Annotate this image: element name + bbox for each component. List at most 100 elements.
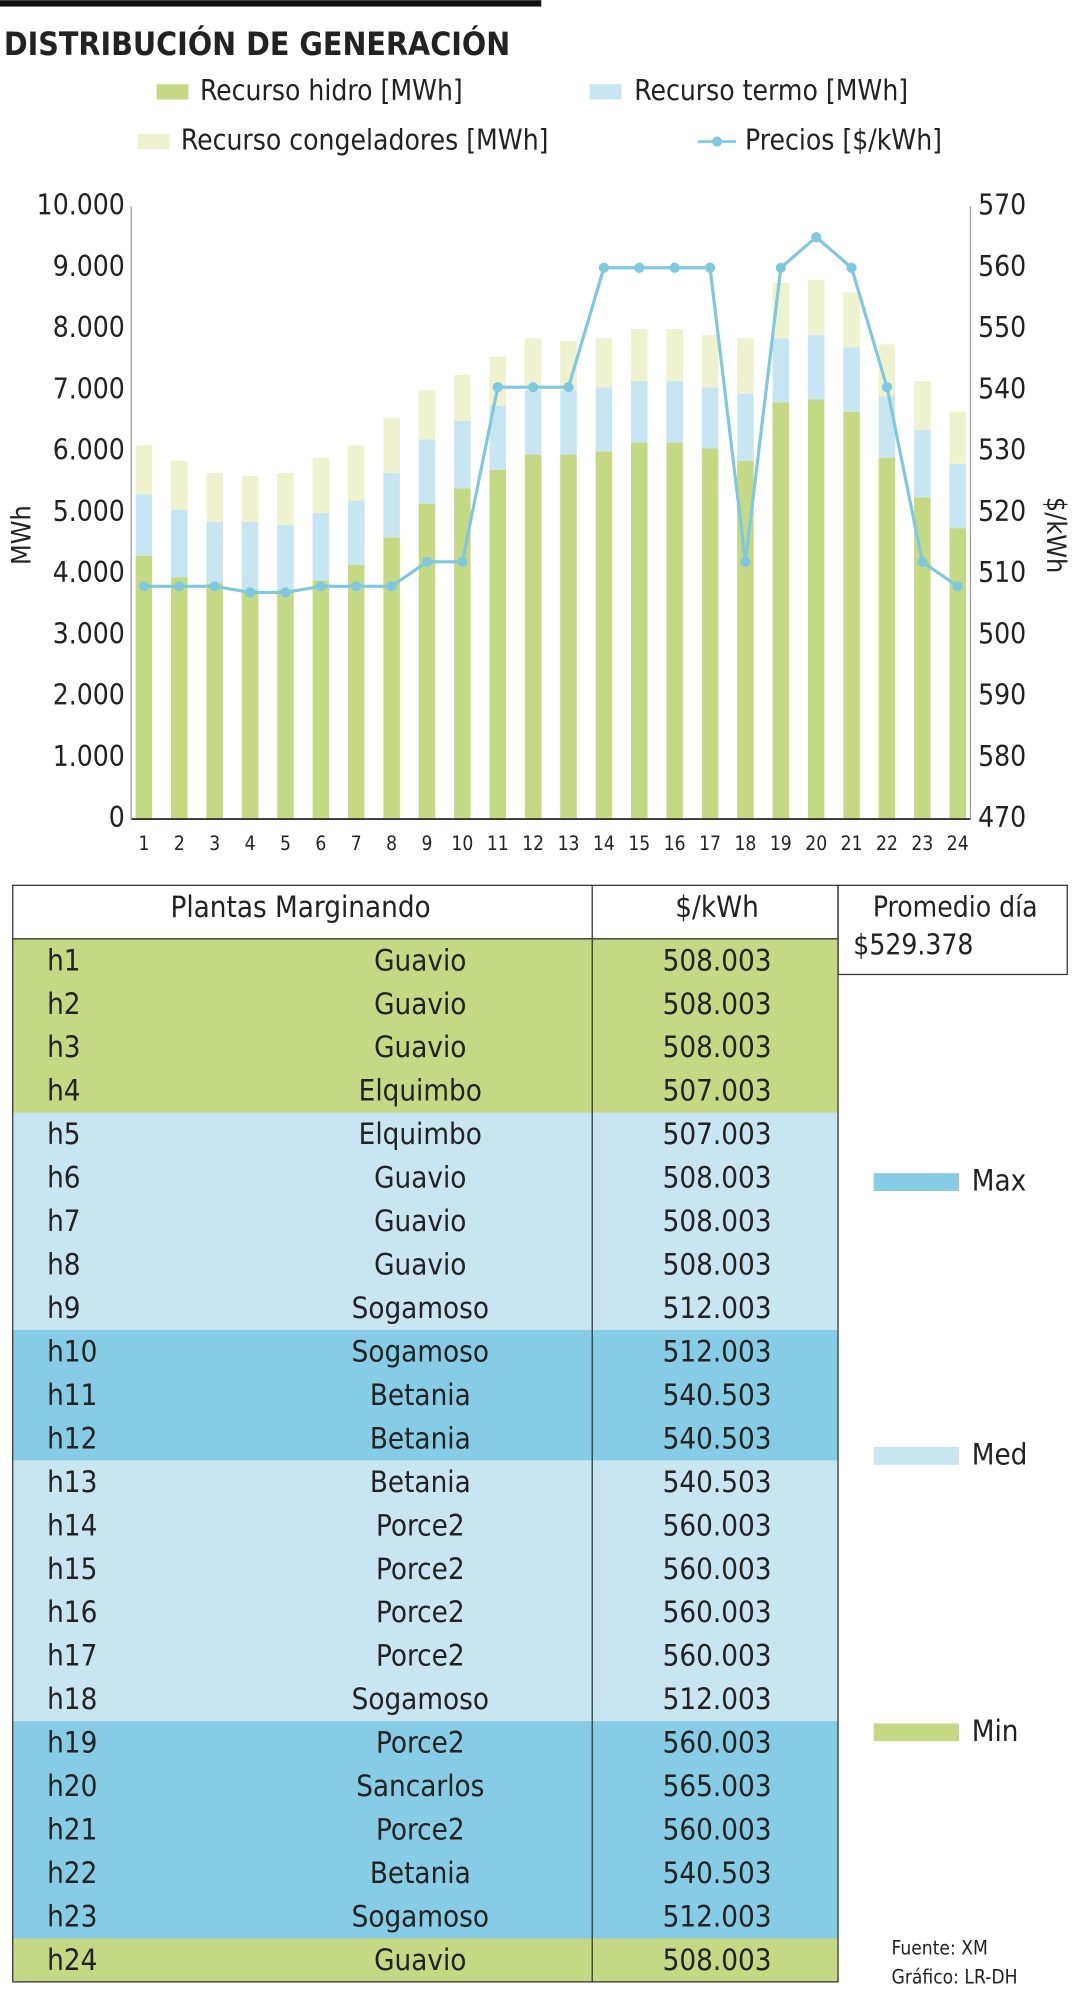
x-tick-label: 3 [209, 832, 220, 855]
plant: Guavio [374, 1204, 466, 1238]
price: 540.503 [663, 1421, 772, 1455]
x-tick-label: 24 [947, 832, 969, 855]
plant: Betania [370, 1856, 471, 1890]
table-row [12, 1460, 839, 1505]
hour: h4 [47, 1074, 80, 1108]
y-axis-label: MWh [6, 505, 37, 565]
hour: h15 [47, 1552, 97, 1586]
price-point [386, 581, 397, 592]
bar-segment [206, 472, 223, 522]
bar-segment [347, 445, 365, 501]
hour: h20 [47, 1769, 97, 1803]
bar-segment [807, 280, 825, 336]
price-point [492, 382, 503, 393]
bar-segment [737, 460, 754, 820]
price: 508.003 [663, 1204, 772, 1238]
price-point [138, 581, 150, 592]
x-tick-label: 20 [805, 832, 827, 855]
plant: Porce2 [376, 1508, 465, 1542]
bar-segment [914, 381, 931, 431]
bar-segment [560, 454, 577, 820]
price-point [952, 581, 963, 592]
plant: Guavio [374, 943, 466, 977]
hour: h18 [47, 1682, 97, 1716]
y-tick-label: 9.000 [53, 250, 125, 283]
bar-segment [701, 387, 719, 449]
plant: Elquimbo [359, 1117, 482, 1151]
price: 560.003 [663, 1508, 772, 1542]
price-point [280, 587, 291, 598]
bar-segment [241, 589, 259, 820]
bar-segment [454, 488, 471, 820]
bar-segment [701, 448, 719, 820]
average-value: $529.378 [853, 928, 973, 961]
top-rule [0, 0, 542, 7]
price-point [846, 262, 857, 273]
price: 512.003 [663, 1291, 772, 1325]
price-point [174, 581, 185, 592]
table-row [12, 938, 839, 983]
bar-segment [489, 356, 507, 406]
y-tick-label: 8.000 [53, 311, 125, 344]
bar-segment [418, 390, 436, 440]
x-tick-label: 23 [911, 832, 933, 855]
bar-segment [631, 329, 648, 382]
bar-segment [595, 387, 613, 452]
price: 540.503 [663, 1856, 772, 1890]
bar-segment [489, 405, 507, 470]
y2-tick-label: 570 [978, 189, 1026, 222]
table-header: Plantas Marginando [170, 890, 430, 924]
bar-segment [135, 555, 153, 820]
bar-segment [347, 564, 365, 820]
bar-segment [241, 521, 259, 590]
price: 508.003 [663, 1161, 772, 1195]
plant: Porce2 [376, 1595, 465, 1629]
table-row [12, 1156, 839, 1201]
table-row [12, 1808, 839, 1853]
price-point [704, 262, 716, 273]
y2-tick-label: 500 [978, 617, 1026, 650]
bar-segment [135, 445, 153, 495]
table-header: $/kWh [675, 890, 759, 924]
legend-label: Recurso congeladores [MWh] [181, 124, 549, 157]
x-tick-label: 22 [876, 832, 898, 855]
table-row [12, 1503, 839, 1548]
bar-segment [489, 469, 507, 820]
bar-segment [737, 393, 754, 461]
hour: h11 [47, 1378, 97, 1412]
y-tick-label: 10.000 [37, 189, 125, 222]
x-tick-label: 2 [174, 832, 185, 855]
bar-segment [524, 338, 542, 391]
x-tick-label: 1 [138, 832, 149, 855]
bar-segment [347, 500, 365, 565]
table-row [12, 1634, 839, 1679]
price-point [881, 382, 893, 393]
price: 560.003 [663, 1552, 772, 1586]
price: 508.003 [663, 943, 772, 977]
price-point [669, 262, 680, 273]
bar-segment [454, 374, 471, 421]
y2-axis-label: $/kWh [1040, 497, 1071, 573]
average-label: Promedio día [873, 890, 1038, 923]
hour: h2 [47, 987, 80, 1021]
bar-segment [631, 442, 648, 820]
y2-tick-label: 550 [978, 311, 1026, 344]
plant: Porce2 [376, 1639, 465, 1673]
x-tick-label: 5 [280, 832, 291, 855]
hour: h12 [47, 1421, 97, 1455]
table-row [12, 1373, 839, 1418]
plant: Porce2 [376, 1552, 465, 1586]
plant: Sogamoso [352, 1334, 489, 1368]
hour: h13 [47, 1465, 97, 1499]
plant: Sogamoso [352, 1291, 489, 1325]
bar-segment [241, 476, 259, 522]
table-row [12, 1416, 839, 1461]
y2-tick-label: 470 [978, 801, 1026, 834]
price: 560.003 [663, 1595, 772, 1629]
bar-segment [383, 537, 400, 820]
price: 512.003 [663, 1899, 772, 1933]
plant: Porce2 [376, 1726, 465, 1760]
price-point [634, 262, 645, 273]
price: 512.003 [663, 1682, 772, 1716]
